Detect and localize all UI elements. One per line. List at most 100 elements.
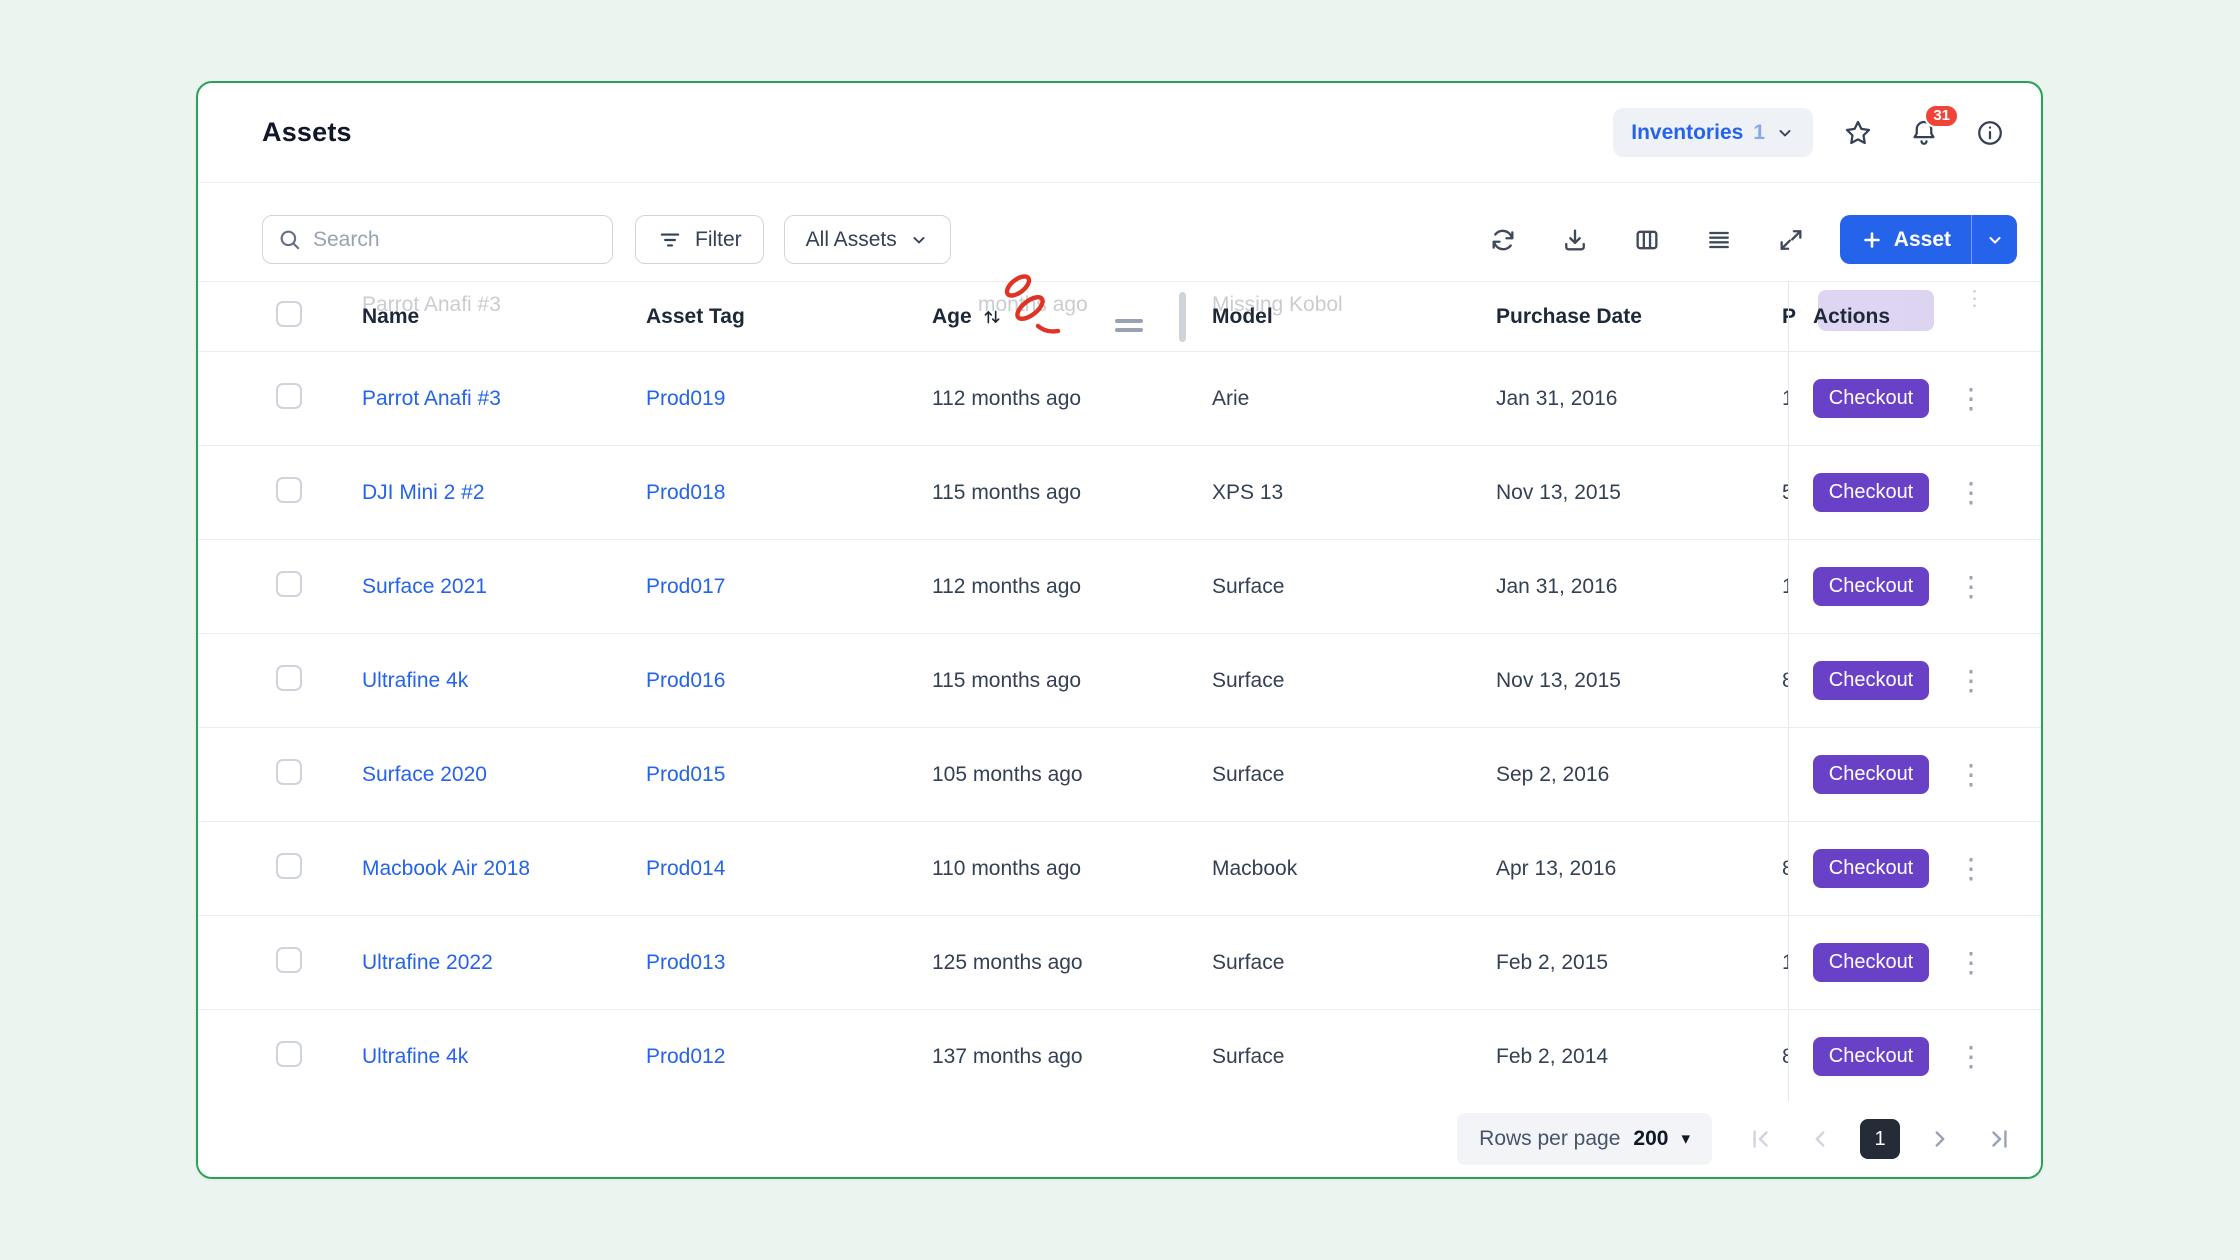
row-menu-icon[interactable]: ⋮ bbox=[1957, 758, 1985, 790]
row-menu-icon[interactable]: ⋮ bbox=[1957, 1040, 1985, 1072]
search-input[interactable] bbox=[262, 215, 613, 264]
asset-tag-link[interactable]: Prod019 bbox=[646, 386, 726, 410]
row-checkbox[interactable] bbox=[276, 759, 302, 785]
columns-button[interactable] bbox=[1626, 219, 1668, 261]
table-row: Ultrafine 4k Prod016 115 months ago Surf… bbox=[198, 634, 2041, 728]
asset-model: Surface bbox=[1212, 762, 1285, 786]
asset-tag-link[interactable]: Prod018 bbox=[646, 480, 726, 504]
asset-tag-link[interactable]: Prod014 bbox=[646, 856, 726, 880]
row-checkbox[interactable] bbox=[276, 665, 302, 691]
checkout-button[interactable]: Checkout bbox=[1813, 379, 1929, 418]
asset-tag-link[interactable]: Prod017 bbox=[646, 574, 726, 598]
select-all-checkbox[interactable] bbox=[276, 301, 302, 327]
last-page-button[interactable] bbox=[1980, 1119, 2020, 1159]
rows-per-page-dropdown[interactable]: Rows per page 200 ▾ bbox=[1457, 1113, 1712, 1165]
add-asset-button[interactable]: Asset bbox=[1839, 215, 1971, 264]
download-icon bbox=[1561, 226, 1589, 254]
column-header-name[interactable]: Name bbox=[362, 304, 420, 328]
row-checkbox[interactable] bbox=[276, 383, 302, 409]
asset-age: 137 months ago bbox=[932, 1044, 1083, 1068]
checkout-button[interactable]: Checkout bbox=[1813, 661, 1929, 700]
table-row: DJI Mini 2 #2 Prod018 115 months ago XPS… bbox=[198, 446, 2041, 540]
row-menu-icon[interactable]: ⋮ bbox=[1957, 852, 1985, 884]
notifications-button[interactable]: 31 bbox=[1903, 103, 1959, 154]
column-header-age[interactable]: Age bbox=[932, 305, 1212, 329]
column-header-purchase-date[interactable]: Purchase Date bbox=[1496, 304, 1642, 328]
column-header-price: Price bbox=[1782, 304, 1796, 328]
asset-name-link[interactable]: Ultrafine 4k bbox=[362, 668, 469, 692]
first-page-button[interactable] bbox=[1740, 1119, 1780, 1159]
checkout-button[interactable]: Checkout bbox=[1813, 473, 1929, 512]
asset-name-link[interactable]: Parrot Anafi #3 bbox=[362, 386, 501, 410]
row-checkbox[interactable] bbox=[276, 1041, 302, 1067]
row-menu-icon[interactable]: ⋮ bbox=[1957, 946, 1985, 978]
scope-label: All Assets bbox=[805, 227, 897, 251]
asset-age: 115 months ago bbox=[932, 480, 1082, 504]
checkout-button[interactable]: Checkout bbox=[1813, 849, 1929, 888]
asset-age: 110 months ago bbox=[932, 856, 1082, 880]
row-checkbox-cell bbox=[262, 383, 362, 414]
checkout-button[interactable]: Checkout bbox=[1813, 567, 1929, 606]
table-row: Macbook Air 2018 Prod014 110 months ago … bbox=[198, 822, 2041, 916]
asset-purchase-date: Jan 31, 2016 bbox=[1496, 574, 1618, 598]
info-button[interactable] bbox=[1969, 112, 2011, 154]
checkout-button[interactable]: Checkout bbox=[1813, 755, 1929, 794]
asset-name-link[interactable]: Surface 2020 bbox=[362, 762, 487, 786]
column-header-asset-tag[interactable]: Asset Tag bbox=[646, 304, 745, 328]
asset-model: Surface bbox=[1212, 574, 1285, 598]
asset-tag-cell: Prod013 bbox=[646, 951, 932, 975]
add-asset-dropdown[interactable] bbox=[1971, 215, 2017, 264]
asset-scope-dropdown[interactable]: All Assets bbox=[783, 215, 951, 264]
row-checkbox[interactable] bbox=[276, 571, 302, 597]
next-page-button[interactable] bbox=[1920, 1119, 1960, 1159]
filter-button[interactable]: Filter bbox=[635, 215, 764, 264]
table-body: Parrot Anafi #3 Prod019 112 months ago A… bbox=[198, 352, 2041, 1104]
row-density-button[interactable] bbox=[1698, 219, 1740, 261]
asset-name-link[interactable]: Macbook Air 2018 bbox=[362, 856, 531, 880]
table-header-row: Name Asset Tag Age Model Purchase Date P… bbox=[198, 282, 2041, 351]
asset-age: 115 months ago bbox=[932, 668, 1082, 692]
row-menu-icon[interactable]: ⋮ bbox=[1957, 570, 1985, 602]
asset-model: Surface bbox=[1212, 668, 1285, 692]
asset-name-link[interactable]: Surface 2021 bbox=[362, 574, 487, 598]
asset-name-link[interactable]: DJI Mini 2 #2 bbox=[362, 480, 485, 504]
current-page-button[interactable]: 1 bbox=[1860, 1119, 1900, 1159]
add-asset-label: Asset bbox=[1893, 227, 1951, 251]
asset-tag-link[interactable]: Prod016 bbox=[646, 668, 726, 692]
search-field bbox=[262, 215, 613, 264]
column-drag-handle-icon[interactable] bbox=[1115, 319, 1143, 337]
row-menu-icon[interactable]: ⋮ bbox=[1957, 476, 1985, 508]
refresh-button[interactable] bbox=[1482, 219, 1524, 261]
asset-tag-cell: Prod012 bbox=[646, 1045, 932, 1069]
inventories-count: 1 bbox=[1753, 120, 1765, 144]
row-menu-icon[interactable]: ⋮ bbox=[1957, 382, 1985, 414]
asset-tag-link[interactable]: Prod015 bbox=[646, 762, 726, 786]
previous-page-button[interactable] bbox=[1800, 1119, 1840, 1159]
row-menu-icon[interactable]: ⋮ bbox=[1957, 664, 1985, 696]
row-checkbox[interactable] bbox=[276, 853, 302, 879]
fullscreen-button[interactable] bbox=[1770, 219, 1812, 261]
rows-per-page-label: Rows per page bbox=[1479, 1127, 1621, 1150]
checkout-button[interactable]: Checkout bbox=[1813, 943, 1929, 982]
asset-name-link[interactable]: Ultrafine 4k bbox=[362, 1044, 469, 1068]
checkout-button[interactable]: Checkout bbox=[1813, 1037, 1929, 1076]
asset-tag-link[interactable]: Prod012 bbox=[646, 1044, 726, 1068]
row-checkbox[interactable] bbox=[276, 947, 302, 973]
asset-tag-link[interactable]: Prod013 bbox=[646, 950, 726, 974]
sort-icon[interactable] bbox=[981, 306, 1003, 328]
assets-card: Assets Inventories 1 bbox=[196, 81, 2043, 1179]
chevron-left-icon bbox=[1807, 1126, 1833, 1152]
inventories-dropdown[interactable]: Inventories 1 bbox=[1613, 108, 1813, 157]
row-actions: Checkout ⋮ bbox=[1788, 916, 2041, 1009]
asset-tag-cell: Prod014 bbox=[646, 857, 932, 881]
row-checkbox[interactable] bbox=[276, 477, 302, 503]
expand-icon bbox=[1777, 226, 1805, 254]
caret-down-icon: ▾ bbox=[1681, 1129, 1690, 1148]
export-button[interactable] bbox=[1554, 219, 1596, 261]
table-row: Surface 2021 Prod017 112 months ago Surf… bbox=[198, 540, 2041, 634]
chevron-down-icon bbox=[1985, 230, 2005, 250]
favorite-button[interactable] bbox=[1837, 112, 1879, 154]
asset-name-link[interactable]: Ultrafine 2022 bbox=[362, 950, 493, 974]
column-header-model[interactable]: Model bbox=[1212, 304, 1273, 328]
